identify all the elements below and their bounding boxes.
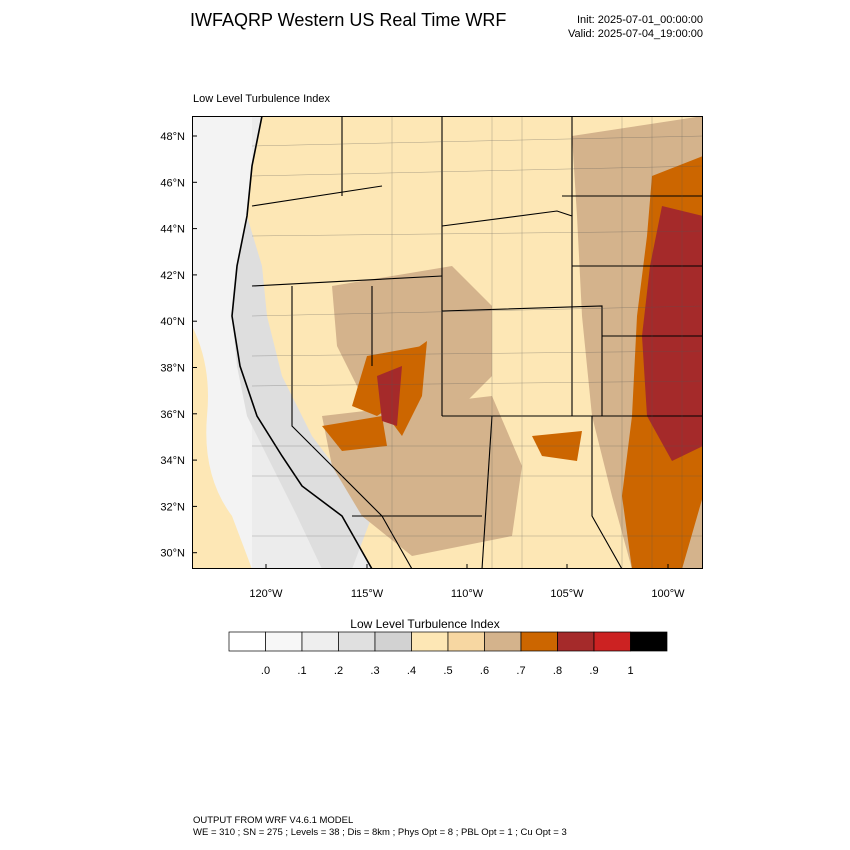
colorbar-swatch (411, 631, 449, 652)
colorbar-label: 1 (627, 665, 633, 677)
latitude-label: 46°N (160, 177, 185, 189)
colorbar-title: Low Level Turbulence Index (350, 617, 500, 631)
longitude-label: 100°W (651, 588, 685, 600)
plains-red-core (642, 206, 703, 461)
colorbar-swatch (301, 631, 339, 652)
nevada-red-core (377, 366, 402, 426)
colorbar-swatch (447, 631, 485, 652)
colorbar-swatch (557, 631, 595, 652)
ocean-tan-band (192, 326, 252, 569)
longitude-ticks (265, 564, 669, 569)
colorbar-label: .7 (516, 665, 525, 677)
colorbar-label: .6 (480, 665, 489, 677)
colorbar-swatch (374, 631, 412, 652)
colorbar-label: .3 (370, 665, 379, 677)
colorbar-label: .2 (334, 665, 343, 677)
colorbar-label: .1 (297, 665, 306, 677)
colorbar-label: .5 (443, 665, 452, 677)
valid-time: Valid: 2025-07-04_19:00:00 (568, 28, 703, 40)
latitude-label: 32°N (160, 501, 185, 513)
turbulence-map (192, 116, 703, 569)
latitude-label: 38°N (160, 363, 185, 375)
latitude-label: 34°N (160, 455, 185, 467)
latitude-label: 48°N (160, 131, 185, 143)
colorbar-label: .4 (407, 665, 416, 677)
latitude-label: 40°N (160, 316, 185, 328)
county-lines (251, 116, 703, 569)
axis-labels: 48°N 46°N 44°N 42°N 40°N 38°N 36°N 34°N 32°N 30°N… (160, 131, 685, 600)
colorbar-label: .0 (261, 665, 270, 677)
colorbar: .0 .1 .2 .3 .4 .5 .6 .7 .8 .9 1 (228, 631, 668, 677)
map-frame (192, 116, 703, 569)
latitude-label: 36°N (160, 409, 185, 421)
colorbar-swatch (520, 631, 558, 652)
colorbar-swatch (484, 631, 522, 652)
mojave-orange (322, 416, 387, 451)
colorbar-swatch (338, 631, 376, 652)
colorbar-swatch (265, 631, 303, 652)
colorbar-swatch (228, 631, 266, 652)
longitude-label: 105°W (550, 588, 584, 600)
colorbar-label: .8 (553, 665, 562, 677)
longitude-label: 110°W (451, 588, 484, 600)
coastline (231, 116, 373, 569)
init-time: Init: 2025-07-01_00:00:00 (577, 14, 703, 26)
longitude-label: 115°W (351, 588, 384, 600)
state-borders (251, 116, 703, 569)
colorbar-swatch (593, 631, 631, 652)
main-title: IWFAQRP Western US Real Time WRF (190, 10, 507, 30)
model-footer-line2: WE = 310 ; SN = 275 ; Levels = 38 ; Dis … (193, 827, 567, 838)
latitude-label: 44°N (160, 224, 185, 236)
latitude-label: 42°N (160, 270, 185, 282)
colorbar-label: .9 (589, 665, 598, 677)
plot-label: Low Level Turbulence Index (193, 93, 330, 105)
latitude-ticks (192, 135, 197, 554)
longitude-label: 120°W (249, 588, 283, 600)
model-footer-line1: OUTPUT FROM WRF V4.6.1 MODEL (193, 815, 354, 826)
latitude-label: 30°N (160, 548, 185, 560)
coastal-low-band (232, 216, 372, 569)
colorbar-swatch (630, 631, 668, 652)
